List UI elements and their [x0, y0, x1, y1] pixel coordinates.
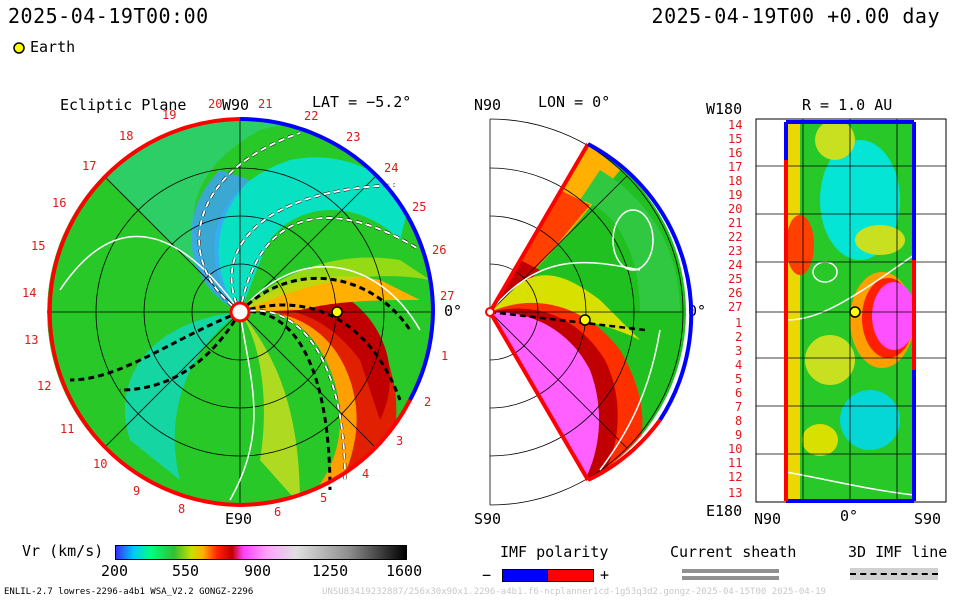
- colorbar-tick: 200: [101, 562, 129, 580]
- colorbar-tick: 1600: [386, 562, 423, 580]
- earth-marker-icon: [13, 42, 25, 54]
- radial-y-label: 9: [735, 428, 743, 442]
- sector-number: 12: [37, 379, 52, 393]
- radial-y-label: 4: [735, 358, 743, 372]
- sector-number: 9: [133, 484, 141, 498]
- radial-y-label: 14: [728, 118, 743, 132]
- ecliptic-right-label: 0°: [444, 302, 463, 320]
- radial-y-label: 19: [728, 188, 743, 202]
- timestamp-left: 2025-04-19T00:00: [8, 4, 209, 28]
- radial-y-label: 24: [728, 258, 743, 272]
- sector-number: 13: [24, 333, 39, 347]
- radial-x-label-n90: N90: [754, 510, 782, 528]
- sector-number: 15: [31, 239, 46, 253]
- imf-polarity-title: IMF polarity: [500, 543, 609, 561]
- ecliptic-top-label: W90: [222, 96, 250, 114]
- radial-y-label: 13: [728, 486, 743, 500]
- sector-number: 17: [82, 159, 97, 173]
- sector-number: 20: [208, 97, 223, 111]
- sector-number: 2: [424, 395, 432, 409]
- sector-number: 24: [384, 161, 399, 175]
- radial-bottom-left-label: E180: [706, 502, 743, 520]
- sector-number: 18: [119, 129, 134, 143]
- sector-number: 3: [396, 434, 404, 448]
- imf-negative-swatch: [502, 569, 549, 582]
- sector-number: 4: [362, 467, 370, 481]
- colorbar-tick: 550: [172, 562, 200, 580]
- sector-number: 5: [320, 491, 328, 505]
- imf-line-title: 3D IMF line: [848, 543, 948, 561]
- radial-y-label: 25: [728, 272, 743, 286]
- sector-number: 26: [432, 243, 447, 257]
- radial-y-label: 17: [728, 160, 743, 174]
- meridional-top-label: N90: [474, 96, 502, 114]
- earth-marker-ecliptic: [331, 306, 343, 318]
- radial-y-label: 7: [735, 400, 743, 414]
- footer-model-info: ENLIL-2.7 lowres-2296-a4b1 WSA_V2.2 GONG…: [4, 587, 254, 597]
- radial-x-label-0: 0°: [840, 507, 859, 525]
- earth-marker-radial: [849, 306, 861, 318]
- radial-y-label: 27: [728, 300, 743, 314]
- current-sheath-line-2: [682, 576, 779, 580]
- colorbar-tick: 900: [244, 562, 272, 580]
- sector-number: 19: [162, 108, 177, 122]
- imf-minus-label: −: [482, 566, 492, 584]
- sector-number: 21: [258, 97, 273, 111]
- earth-legend-label: Earth: [30, 38, 76, 56]
- radial-y-label: 5: [735, 372, 743, 386]
- radial-y-label: 6: [735, 386, 743, 400]
- meridional-bottom-label: S90: [474, 510, 502, 528]
- sector-number: 16: [52, 196, 67, 210]
- ecliptic-title: Ecliptic Plane: [60, 96, 187, 114]
- imf-line-swatch: [850, 573, 938, 575]
- radial-y-label: 3: [735, 344, 743, 358]
- ecliptic-bottom-label: E90: [225, 510, 253, 528]
- sector-number: 10: [93, 457, 108, 471]
- radial-y-label: 12: [728, 470, 743, 484]
- radial-y-label: 23: [728, 244, 743, 258]
- radial-y-label: 26: [728, 286, 743, 300]
- timestamp-right: 2025-04-19T00 +0.00 day: [651, 4, 940, 28]
- footer-run-info: UNSU83419232887/256x30x90x1.2296-a4b1.f6…: [322, 587, 826, 597]
- radial-y-label: 18: [728, 174, 743, 188]
- velocity-colorbar: [115, 545, 407, 560]
- sector-number: 11: [60, 422, 75, 436]
- sector-number: 1: [441, 349, 449, 363]
- radial-y-label: 1: [735, 316, 743, 330]
- meridional-lon-label: LON = 0°: [538, 93, 611, 111]
- radial-y-label: 11: [728, 456, 743, 470]
- radial-y-label: 22: [728, 230, 743, 244]
- sector-number: 8: [178, 502, 186, 516]
- radial-y-label: 10: [728, 442, 743, 456]
- colorbar-tick: 1250: [312, 562, 349, 580]
- radial-title: R = 1.0 AU: [802, 96, 893, 114]
- imf-positive-swatch: [547, 569, 594, 582]
- radial-y-label: 21: [728, 216, 743, 230]
- radial-y-label: 2: [735, 330, 743, 344]
- current-sheath-line-1: [682, 569, 779, 573]
- radial-y-label: 20: [728, 202, 743, 216]
- imf-plus-label: +: [600, 566, 610, 584]
- sector-number: 25: [412, 200, 427, 214]
- radial-x-label-s90: S90: [914, 510, 942, 528]
- ecliptic-lat-label: LAT = −5.2°: [312, 93, 412, 111]
- radial-y-label: 8: [735, 414, 743, 428]
- radial-top-left-label: W180: [706, 100, 743, 118]
- sector-number: 14: [22, 286, 37, 300]
- sector-number: 27: [440, 289, 455, 303]
- sector-number: 23: [346, 130, 361, 144]
- sector-number: 22: [304, 109, 319, 123]
- current-sheath-title: Current sheath: [670, 543, 797, 561]
- sector-number: 6: [274, 505, 282, 519]
- earth-legend: [12, 40, 26, 59]
- colorbar-label: Vr (km/s): [22, 542, 104, 560]
- radial-y-label: 15: [728, 132, 743, 146]
- earth-marker-meridional: [579, 314, 591, 326]
- radial-y-label: 16: [728, 146, 743, 160]
